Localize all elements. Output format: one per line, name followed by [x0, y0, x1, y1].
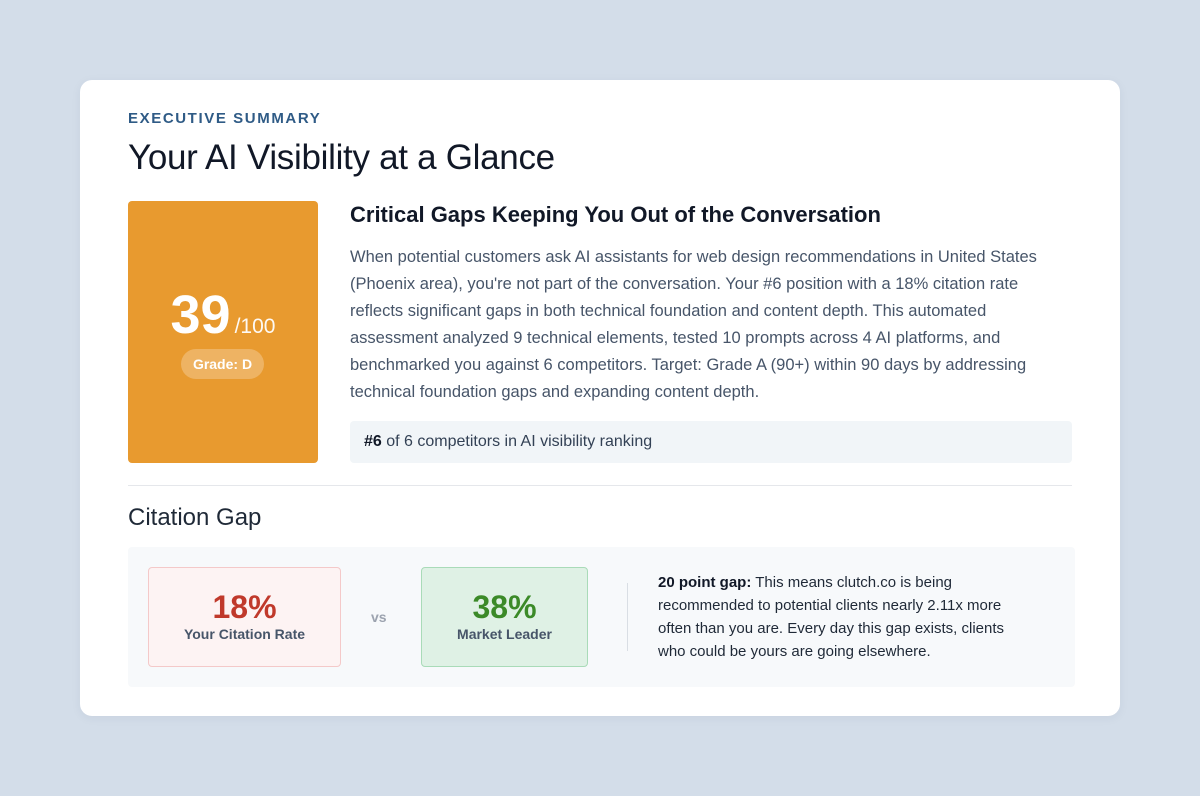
score-box: 39/100 Grade: D [128, 201, 318, 463]
your-citation-rate-label: Your Citation Rate [183, 626, 306, 642]
score-row: 39/100 [128, 283, 318, 347]
market-leader-card: 38% Market Leader [421, 567, 588, 667]
market-leader-value: 38% [472, 589, 537, 625]
grade-badge: Grade: D [181, 349, 264, 379]
section-divider [128, 485, 1072, 486]
score-value: 39 [170, 285, 231, 345]
vs-label: vs [371, 609, 387, 625]
gap-headline: 20 point gap: [658, 574, 752, 591]
rank-position: #6 [364, 433, 382, 450]
gaps-description: When potential customers ask AI assistan… [350, 248, 1037, 401]
citation-gap-title: Citation Gap [128, 504, 262, 531]
vertical-divider [627, 583, 628, 651]
gaps-title: Critical Gaps Keeping You Out of the Con… [350, 202, 881, 227]
score-max: /100 [234, 315, 276, 338]
gap-explanation: 20 point gap: This means clutch.co is be… [658, 571, 1018, 663]
market-leader-label: Market Leader [457, 626, 552, 642]
page-title: Your AI Visibility at a Glance [128, 138, 555, 177]
your-citation-rate-value: 18% [212, 589, 277, 625]
gap-description: This means clutch.co is being recommende… [658, 574, 1005, 660]
citation-gap-panel: 18% Your Citation Rate vs 38% Market Lea… [128, 547, 1075, 687]
your-citation-rate-card: 18% Your Citation Rate [148, 567, 341, 667]
executive-summary-card: EXECUTIVE SUMMARY Your AI Visibility at … [80, 80, 1120, 716]
ranking-bar: #6 of 6 competitors in AI visibility ran… [350, 421, 1072, 463]
section-eyebrow: EXECUTIVE SUMMARY [128, 110, 322, 127]
rank-text: of 6 competitors in AI visibility rankin… [381, 433, 653, 450]
